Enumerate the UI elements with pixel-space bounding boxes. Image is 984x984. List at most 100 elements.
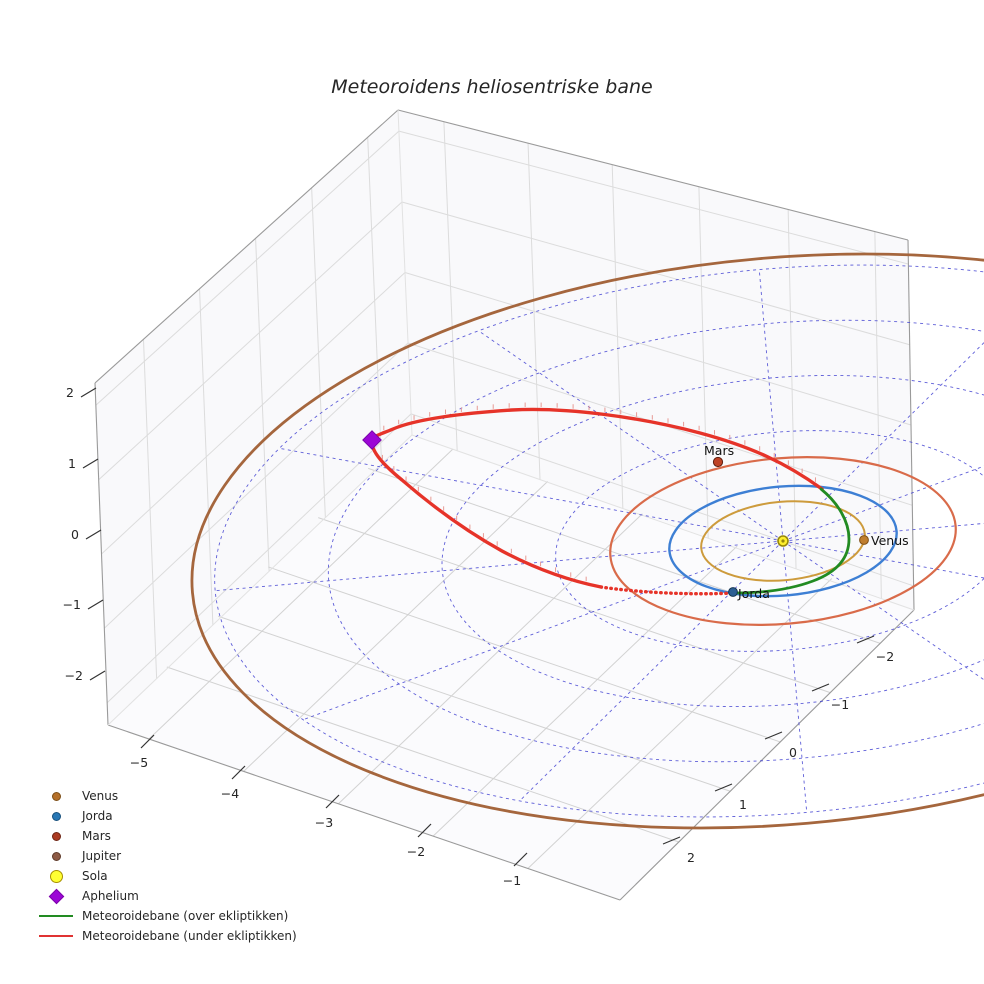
axis-edge <box>619 609 915 901</box>
axis-edge <box>107 724 621 901</box>
wall-grid <box>95 130 400 406</box>
y-tick <box>856 635 875 644</box>
x-tick-label: −3 <box>315 815 333 830</box>
x-tick <box>231 765 246 780</box>
wall-grid <box>398 130 909 265</box>
floor-grid <box>166 666 679 843</box>
legend-label: Meteoroidebane (over ekliptikken) <box>82 909 289 923</box>
orbit-jorda <box>665 477 902 605</box>
polar-grid-spoke <box>479 306 783 566</box>
legend-item-1: Jorda <box>36 806 297 826</box>
z-tick-label: −1 <box>63 597 81 612</box>
legend-label: Aphelium <box>82 889 139 903</box>
venus-legend-marker-icon <box>36 791 76 801</box>
legend-label: Jupiter <box>82 849 122 863</box>
mars-legend-marker-icon <box>36 831 76 841</box>
legend-item-2: Mars <box>36 826 297 846</box>
legend-label: Venus <box>82 789 119 803</box>
pane-right-wall <box>398 110 914 610</box>
legend: Venus Jorda Mars Jupiter Sola Aphelium Meteoro… <box>36 786 297 946</box>
polar-grid-spoke <box>215 541 783 591</box>
aphelium-marker <box>362 430 382 450</box>
x-tick-label: −5 <box>130 755 148 770</box>
axis-edge <box>94 382 109 726</box>
z-tick <box>87 599 104 610</box>
z-tick-label: 0 <box>71 527 79 542</box>
polar-grid-spoke <box>499 541 803 801</box>
jupiter-legend-marker-icon <box>36 851 76 861</box>
y-tick <box>714 783 733 792</box>
chart-title: Meteoroidens heliosentriske bane <box>331 76 653 98</box>
orbit-mars <box>603 443 963 638</box>
legend-item-3: Jupiter <box>36 846 297 866</box>
x-tick <box>513 852 528 867</box>
floor-grid <box>243 481 549 772</box>
legend-item-5: Aphelium <box>36 886 297 906</box>
y-tick-label: 1 <box>739 797 747 812</box>
axis-edge <box>94 109 399 384</box>
meteoroid-under-ecliptic <box>370 439 603 589</box>
floor-grid <box>148 448 454 740</box>
floor-grid <box>338 513 643 805</box>
polar-grid-spoke <box>771 362 984 541</box>
sola-legend-marker-icon <box>36 869 76 883</box>
z-tick-label: −2 <box>65 668 83 683</box>
z-tick <box>89 670 106 681</box>
sun-marker-core <box>781 539 785 543</box>
polar-grid-spoke <box>783 498 984 677</box>
pane-floor <box>108 435 914 900</box>
x-tick <box>417 823 432 838</box>
wall-grid <box>404 272 912 426</box>
polar-grid-spoke <box>291 541 795 720</box>
pane-left-wall <box>95 110 412 725</box>
x-tick-label: −2 <box>407 844 425 859</box>
floor-grid <box>268 566 781 743</box>
wall-grid <box>98 201 403 481</box>
hidden-edge <box>411 434 915 611</box>
venus-label: Venus <box>871 533 909 548</box>
wall-grid <box>103 342 409 629</box>
meteoroid-under-ecliptic <box>370 407 824 491</box>
z-tick <box>85 529 102 540</box>
z-tick-label: 2 <box>66 385 74 400</box>
meteoroidebane-legend-marker-icon <box>36 915 76 917</box>
jorda-label: Jorda <box>737 586 770 601</box>
y-tick <box>662 836 681 845</box>
jorda-marker <box>728 587 738 597</box>
floor-grid <box>218 615 731 792</box>
legend-label: Meteoroidebane (under ekliptikken) <box>82 929 297 943</box>
wall-grid <box>106 413 412 704</box>
meteoroid-over-ecliptic <box>733 487 851 595</box>
axis-edge <box>907 239 915 611</box>
legend-item-7: Meteoroidebane (under ekliptikken) <box>36 926 297 946</box>
floor-grid <box>368 467 881 644</box>
aphelium-legend-marker-icon <box>36 888 76 904</box>
z-tick-label: 1 <box>68 456 76 471</box>
ecliptic-plane <box>168 207 984 875</box>
wall-grid <box>410 413 914 587</box>
y-tick <box>764 731 783 740</box>
mars-label: Mars <box>704 443 734 458</box>
x-tick-label: −1 <box>503 873 521 888</box>
floor-grid <box>318 517 831 694</box>
legend-label: Sola <box>82 869 108 883</box>
legend-item-4: Sola <box>36 866 297 886</box>
y-tick <box>811 683 830 692</box>
orbit-jupiter <box>168 207 984 875</box>
x-tick-label: −4 <box>221 786 239 801</box>
meteoroidebane-legend-marker-icon <box>36 935 76 937</box>
mars-marker <box>712 456 724 468</box>
wall-grid <box>101 272 406 555</box>
x-tick <box>325 794 340 809</box>
x-tick <box>140 734 155 749</box>
y-tick-label: 0 <box>789 745 797 760</box>
axis-edge <box>397 109 909 241</box>
legend-item-6: Meteoroidebane (over ekliptikken) <box>36 906 297 926</box>
legend-item-0: Venus <box>36 786 297 806</box>
orbit-venus <box>698 495 868 587</box>
y-tick-label: 2 <box>687 850 695 865</box>
z-tick <box>80 387 97 398</box>
venus-marker <box>859 535 869 545</box>
